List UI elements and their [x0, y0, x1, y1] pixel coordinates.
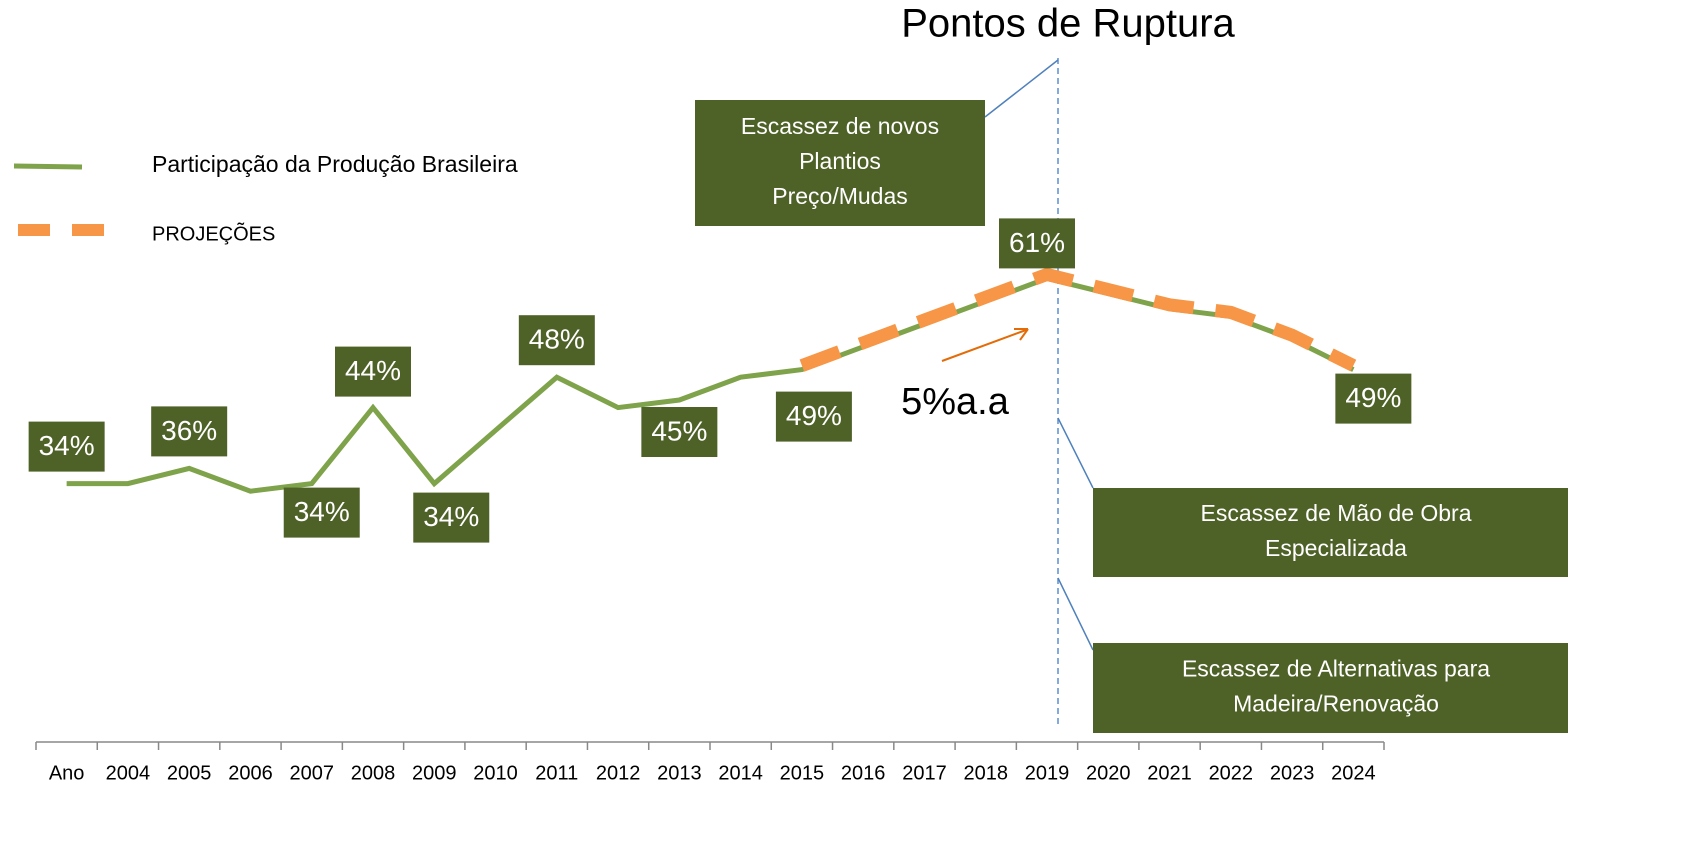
x-tick-label: 2008 [351, 762, 396, 784]
data-label-box [999, 218, 1075, 269]
annotation-text: Madeira/Renovação [1233, 691, 1439, 717]
x-tick-label: 2006 [228, 762, 273, 784]
x-tick-label: 2021 [1147, 762, 1192, 784]
x-tick-label: 2016 [841, 762, 886, 784]
x-tick-label: 2014 [718, 762, 763, 784]
x-tick-label: 2009 [412, 762, 457, 784]
projection-line [799, 267, 1357, 372]
rate-annotation: 5%a.a [901, 381, 1010, 423]
legend-label: Participação da Produção Brasileira [152, 151, 518, 177]
data-label: 34% [294, 496, 350, 527]
x-tick-label: 2023 [1270, 762, 1315, 784]
rate-arrow-head [1014, 328, 1029, 341]
data-label: 49% [786, 400, 842, 431]
annotation-box [1093, 488, 1568, 577]
data-label-box [28, 421, 105, 472]
data-label: 36% [161, 415, 217, 446]
x-tick-label: 2005 [167, 762, 212, 784]
x-tick-label: 2015 [780, 762, 825, 784]
x-tick-label: Ano [49, 762, 85, 784]
x-tick-label: 2022 [1209, 762, 1254, 784]
rate-arrow [941, 329, 1027, 362]
x-tick-label: 2017 [902, 762, 947, 784]
data-label: 44% [345, 355, 401, 386]
data-label-box [1335, 373, 1412, 424]
x-tick-label: 2004 [106, 762, 151, 784]
callout-line [1057, 417, 1094, 489]
callout-line [984, 59, 1059, 118]
annotation-text: Especializada [1265, 535, 1407, 561]
data-label-box [151, 406, 228, 457]
data-label: 48% [529, 324, 585, 355]
data-label: 34% [423, 501, 479, 532]
data-label-box [335, 346, 411, 397]
annotation-text: Plantios [799, 148, 881, 174]
data-label-box [641, 407, 718, 457]
chart-title: Pontos de Ruptura [901, 2, 1235, 46]
data-label: 34% [39, 430, 95, 461]
data-label: 61% [1009, 227, 1065, 258]
x-tick-label: 2012 [596, 762, 641, 784]
annotation-text: Preço/Mudas [772, 183, 908, 209]
callout-line [1057, 577, 1094, 651]
data-label: 45% [651, 415, 707, 446]
annotation-text: Escassez de Mão de Obra [1200, 500, 1471, 526]
data-label: 49% [1345, 382, 1401, 413]
x-tick-label: 2011 [535, 762, 578, 784]
x-tick-label: 2007 [289, 762, 334, 784]
x-tick-label: 2013 [657, 762, 702, 784]
x-tick-label: 2019 [1025, 762, 1070, 784]
data-line [66, 275, 1355, 494]
legend-label: PROJEÇÕES [152, 221, 275, 245]
data-label-box [283, 487, 360, 538]
x-tick-label: 2018 [963, 762, 1008, 784]
annotation-text: Escassez de Alternativas para [1182, 656, 1490, 682]
data-label-box [775, 391, 852, 442]
data-label-box [413, 492, 490, 543]
annotation-box [1093, 643, 1568, 733]
x-tick-label: 2020 [1086, 762, 1131, 784]
x-tick-label: 2024 [1331, 762, 1376, 784]
annotation-text: Escassez de novos [741, 113, 939, 139]
legend-swatch [13, 163, 83, 170]
x-tick-label: 2010 [473, 762, 518, 784]
data-label-box [518, 315, 595, 366]
annotation-box [695, 100, 985, 226]
